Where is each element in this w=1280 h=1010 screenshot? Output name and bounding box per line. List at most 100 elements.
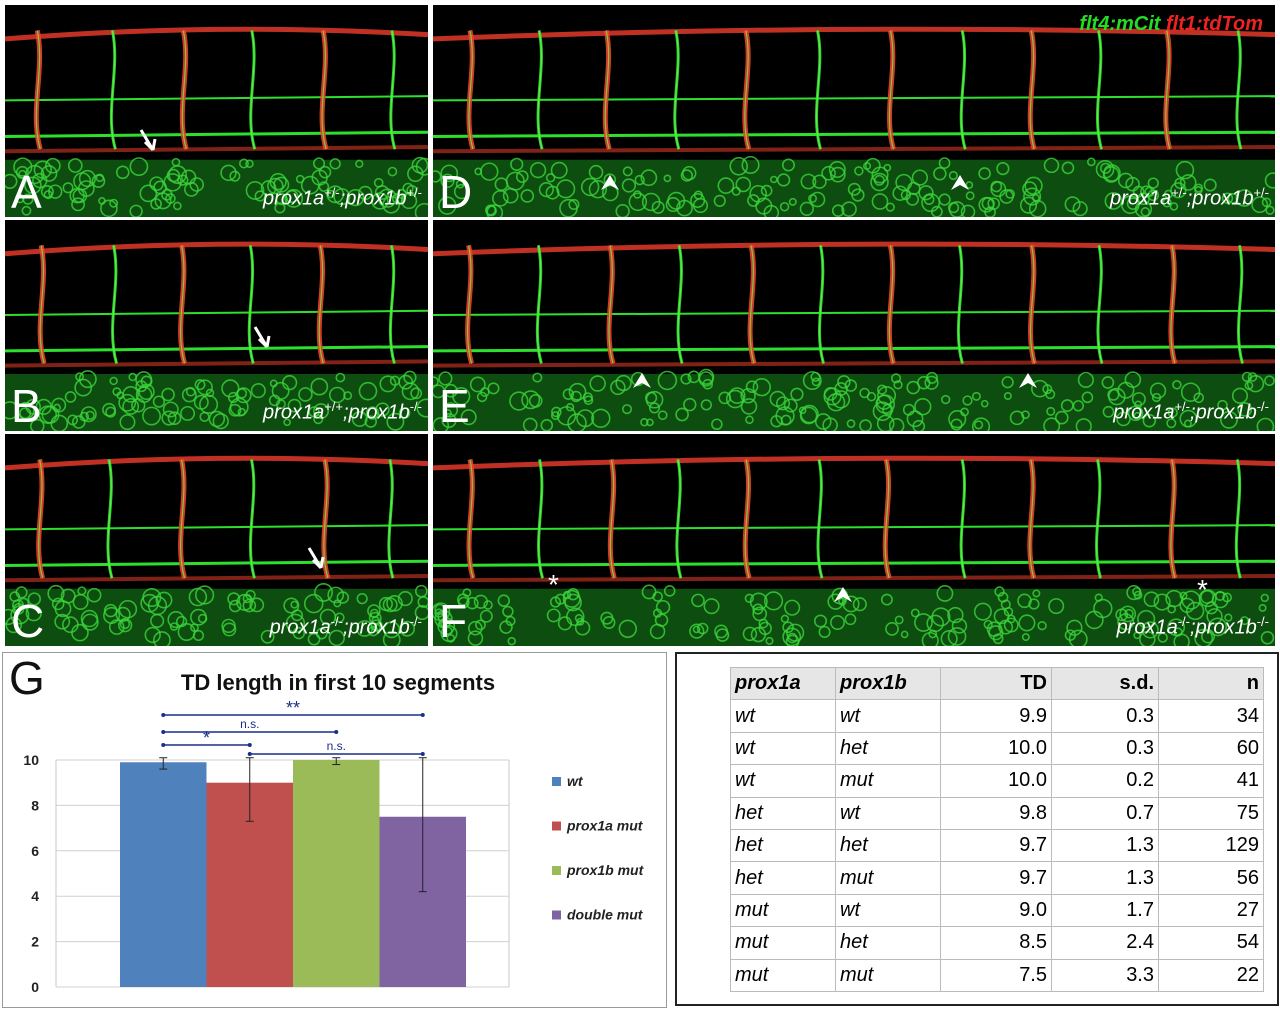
significance-end [420, 713, 425, 717]
cell-outline [1260, 631, 1275, 645]
cell-outline [1124, 608, 1134, 619]
cell-outline [228, 403, 242, 417]
cell-outline [675, 407, 689, 422]
cell-outline [1030, 379, 1049, 398]
cell-outline [545, 173, 556, 183]
cell-outline [863, 162, 872, 171]
cell-outline [760, 184, 773, 197]
cell-outline [473, 594, 489, 609]
cell-prox1a: het [730, 828, 836, 863]
cell-outline [129, 204, 143, 217]
cell-outline [115, 165, 130, 180]
cell-outline [387, 166, 398, 177]
cell-outline [95, 173, 105, 183]
cell-outline [652, 591, 663, 602]
vessel-image: * * [433, 455, 1275, 646]
cell-outline [1193, 183, 1204, 193]
cell-outline [828, 161, 846, 179]
segmental-vessel-edge [1170, 245, 1176, 364]
cell-outline [38, 405, 58, 424]
cell-outline [965, 191, 975, 201]
cell-outline [510, 157, 524, 171]
cell-outline [74, 378, 93, 397]
cell-outline [649, 623, 666, 640]
cell-outline [883, 163, 892, 172]
cell-outline [1231, 387, 1249, 404]
cell-outline [936, 584, 954, 602]
cell-n: 54 [1158, 926, 1264, 960]
cell-outline [786, 632, 798, 644]
cell-outline [1173, 633, 1190, 646]
cell-outline [1179, 597, 1195, 613]
cell-outline [948, 170, 958, 181]
cell-outline [749, 184, 768, 203]
cell-outline [1256, 417, 1275, 431]
cell-outline [876, 384, 888, 395]
cell-outline [249, 597, 265, 613]
cell-outline [554, 593, 566, 605]
cell-outline [62, 182, 74, 194]
cell-outline [752, 378, 771, 397]
cell-outline [538, 182, 554, 198]
cell-outline [335, 372, 346, 383]
cell-outline [1149, 382, 1167, 399]
segmental-vessel-edge [38, 459, 44, 579]
cell-outline [914, 398, 932, 416]
td-length-table: prox1a prox1b TD s.d. n wt wt 9.9 0.3 34 wt he… [730, 666, 1264, 992]
segmental-vessel-edge [744, 459, 750, 579]
cell-outline [996, 161, 1010, 176]
segmental-vessel-edge [39, 245, 45, 364]
segmental-vessel-edge [250, 30, 256, 150]
cell-outline [153, 631, 171, 646]
cell-outline [588, 164, 604, 180]
cell-outline [406, 184, 418, 197]
segmental-vessel-edge [537, 459, 544, 579]
cell-outline [740, 388, 756, 404]
cell-outline [192, 629, 205, 642]
cell-outline [285, 189, 299, 204]
cell-outline [386, 412, 405, 431]
legend-entry: wt [567, 773, 584, 789]
cell-outline [25, 398, 41, 415]
cell-outline [355, 159, 364, 168]
cell-outline [947, 627, 967, 646]
arrowhead-marker [951, 175, 969, 190]
legend-swatch [552, 910, 561, 920]
cell-outline [520, 189, 535, 203]
cell-outline [109, 376, 118, 386]
cell-outline [287, 398, 302, 413]
dorsal-aorta [5, 574, 428, 583]
segmental-vessel-edge [468, 459, 474, 579]
cell-outline [144, 626, 161, 644]
significance-label: * [203, 728, 210, 748]
cell-outline [1032, 589, 1041, 598]
cell-outline [570, 390, 582, 403]
cell-prox1b: mut [835, 861, 941, 895]
cell-outline [1017, 593, 1032, 609]
cell-outline [85, 410, 95, 421]
cell-outline [811, 377, 821, 387]
y-tick-label: 6 [31, 843, 39, 859]
cell-outline [1179, 174, 1197, 191]
cell-outline [314, 582, 333, 602]
cell-outline [1139, 630, 1156, 646]
cell-outline [782, 627, 802, 646]
cell-outline [885, 622, 899, 636]
y-tick-label: 4 [31, 888, 39, 904]
cell-outline [1133, 411, 1142, 420]
segmental-vessel-edge [321, 30, 327, 150]
microscopy-panel-b: B prox1a+/+;prox1b-/- [5, 220, 428, 431]
cell-outline [880, 593, 893, 606]
cell-outline [328, 629, 345, 646]
cell-outline [460, 409, 477, 426]
cell-outline [62, 616, 79, 634]
significance-label: n.s. [327, 739, 346, 753]
cell-outline [1019, 196, 1038, 214]
vessel-image [5, 26, 428, 217]
significance-end [161, 730, 166, 734]
segmental-vessel-edge [537, 30, 543, 150]
cell-outline [165, 193, 176, 204]
vessel-image [433, 26, 1275, 217]
cell-outline [588, 180, 608, 199]
segmental-vessel-edge [323, 459, 329, 579]
